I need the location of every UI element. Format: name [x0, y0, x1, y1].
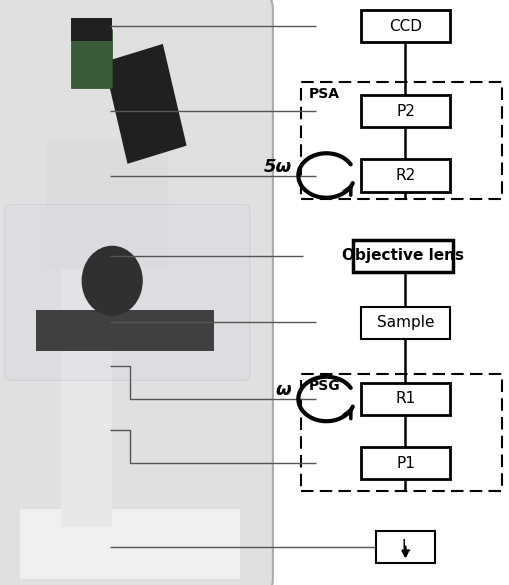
Text: CCD: CCD: [388, 19, 421, 34]
Bar: [300, 374, 501, 491]
Text: R1: R1: [394, 391, 415, 407]
Text: P2: P2: [395, 104, 414, 119]
Text: P1: P1: [395, 456, 414, 471]
Text: Sample: Sample: [376, 315, 433, 331]
FancyBboxPatch shape: [46, 140, 168, 269]
Circle shape: [81, 246, 143, 316]
Bar: [300, 82, 501, 199]
Text: PSG: PSG: [308, 379, 340, 393]
Bar: [360, 10, 449, 43]
Text: L: L: [401, 539, 409, 555]
FancyBboxPatch shape: [0, 0, 272, 585]
Bar: [36, 310, 214, 351]
Text: ω: ω: [275, 381, 290, 399]
Bar: [71, 18, 112, 41]
Bar: [360, 383, 449, 415]
Bar: [360, 160, 449, 192]
FancyBboxPatch shape: [5, 205, 249, 380]
Bar: [360, 95, 449, 127]
Bar: [376, 531, 434, 563]
Text: Objective lens: Objective lens: [341, 248, 463, 263]
Text: PSA: PSA: [308, 87, 339, 101]
Text: 5ω: 5ω: [263, 158, 292, 176]
Bar: [71, 29, 112, 88]
Bar: [352, 240, 452, 271]
Bar: [360, 448, 449, 480]
Bar: [61, 146, 112, 526]
Text: R2: R2: [394, 168, 415, 183]
Bar: [20, 509, 239, 579]
Bar: [360, 307, 449, 339]
Bar: [103, 44, 186, 164]
